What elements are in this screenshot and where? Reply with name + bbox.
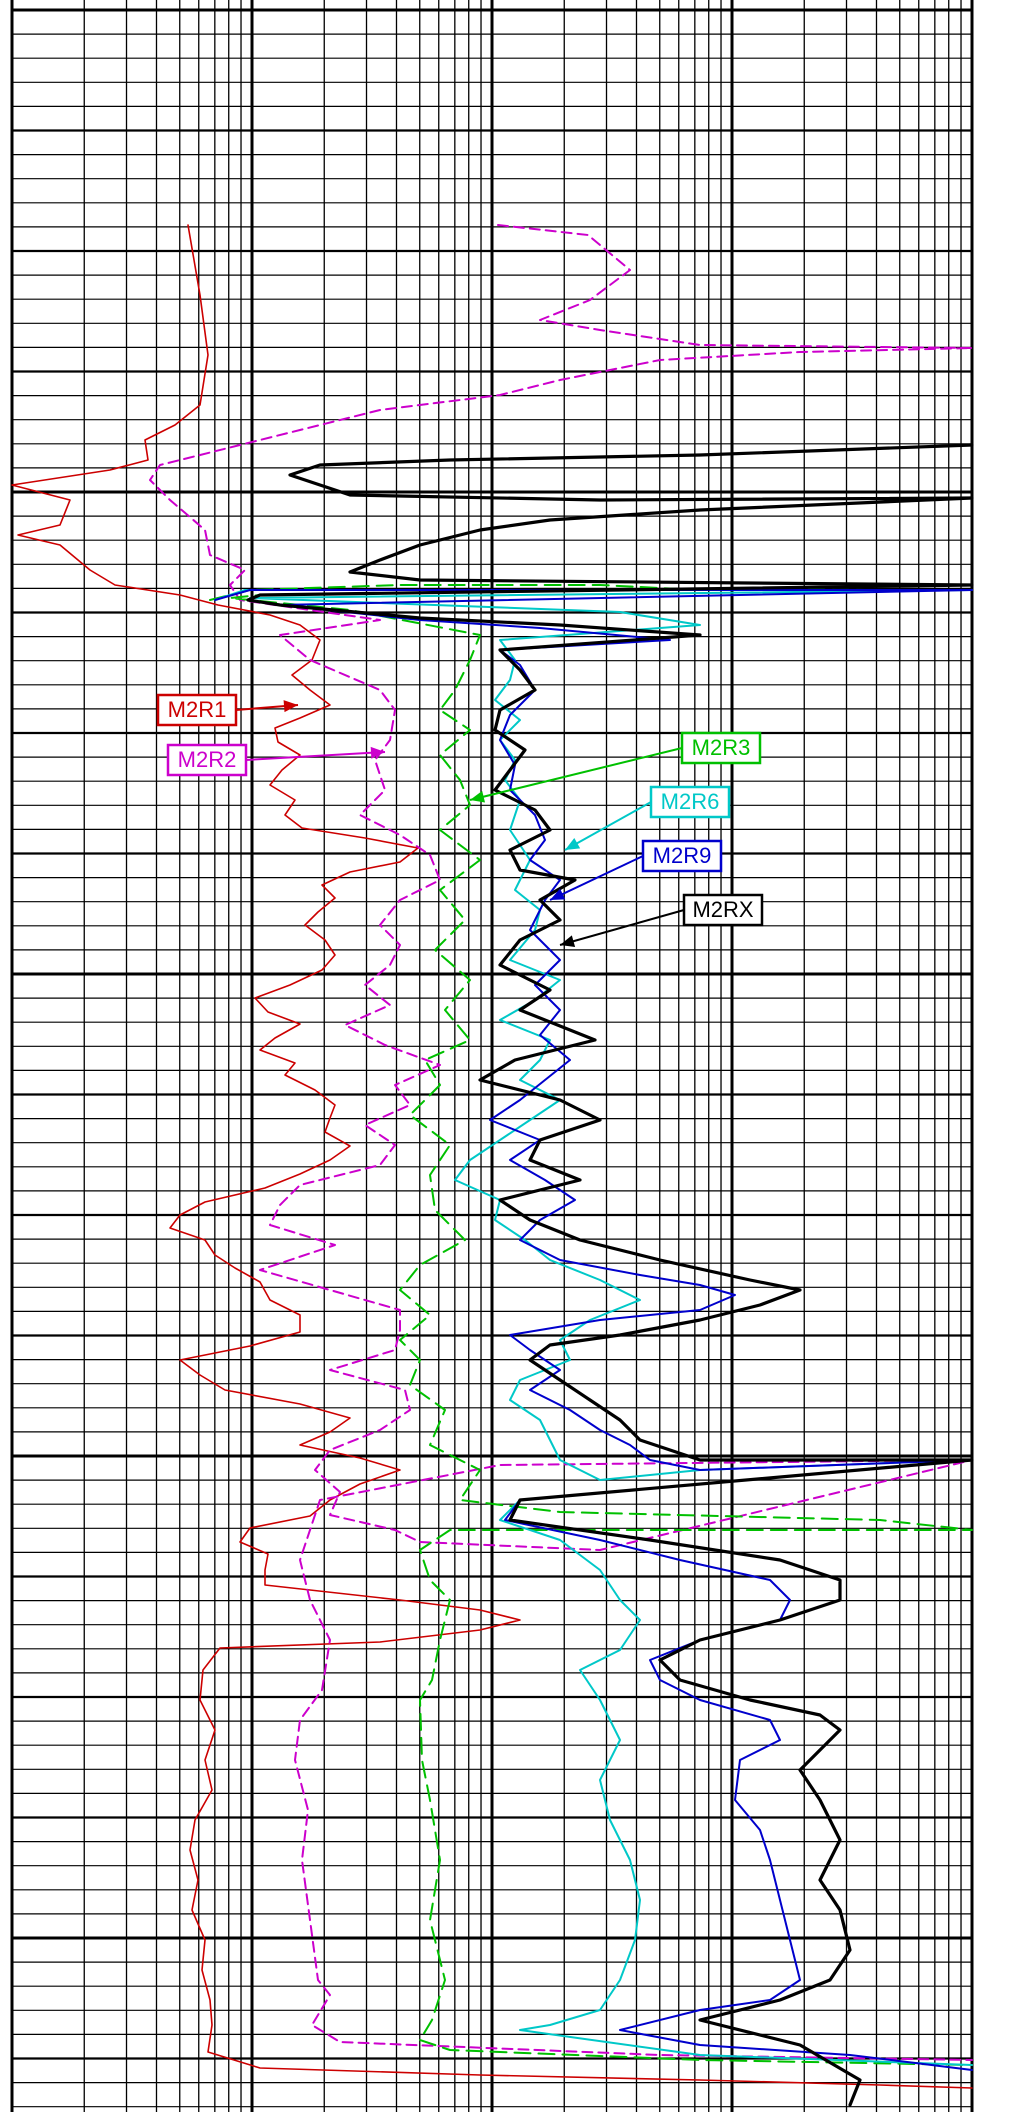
callout-box-m2r2 xyxy=(166,743,248,777)
series-label-m2r6: M2R6 xyxy=(661,789,720,814)
callout-arrow-m2r6 xyxy=(564,801,652,851)
series-line-m2r6 xyxy=(214,589,973,2066)
callout-labels-layer: M2R1 M2R2 M2R3 M2R6 M2R9 M2RX xyxy=(156,693,764,947)
major-grid xyxy=(10,0,974,2112)
series-line-m2r2 xyxy=(149,224,973,2061)
callout-box-m2r9 xyxy=(641,839,723,873)
callout-arrowhead-m2r6 xyxy=(565,837,581,850)
series-label-m2r3: M2R3 xyxy=(692,735,751,760)
callout-arrowhead-m2rx xyxy=(560,935,576,947)
callout-box-m2rx xyxy=(682,893,764,927)
callout-box-m2r6 xyxy=(649,785,731,819)
callout-arrowhead-m2r1 xyxy=(283,700,298,713)
series-line-m2r1 xyxy=(11,224,973,2089)
callout-arrow-m2r2 xyxy=(245,751,386,761)
callout-arrow-m2r3 xyxy=(469,747,683,801)
series-line-m2r9 xyxy=(214,589,973,2071)
callout-arrowhead-m2r9 xyxy=(550,888,566,900)
curves-layer xyxy=(11,224,974,2107)
series-label-m2r9: M2R9 xyxy=(653,843,712,868)
callout-arrow-m2r9 xyxy=(549,855,644,901)
callout-arrowhead-m2r2 xyxy=(370,746,385,759)
series-label-m2r1: M2R1 xyxy=(168,697,227,722)
callout-box-m2r3 xyxy=(680,731,762,765)
series-label-m2rx: M2RX xyxy=(692,897,753,922)
callout-box-m2r1 xyxy=(156,693,238,727)
series-line-m2r3 xyxy=(209,584,973,2066)
callout-arrow-m2rx xyxy=(559,909,685,946)
series-label-m2r2: M2R2 xyxy=(178,747,237,772)
callout-arrowhead-m2r3 xyxy=(470,790,486,803)
series-line-m2rx xyxy=(246,443,974,2107)
